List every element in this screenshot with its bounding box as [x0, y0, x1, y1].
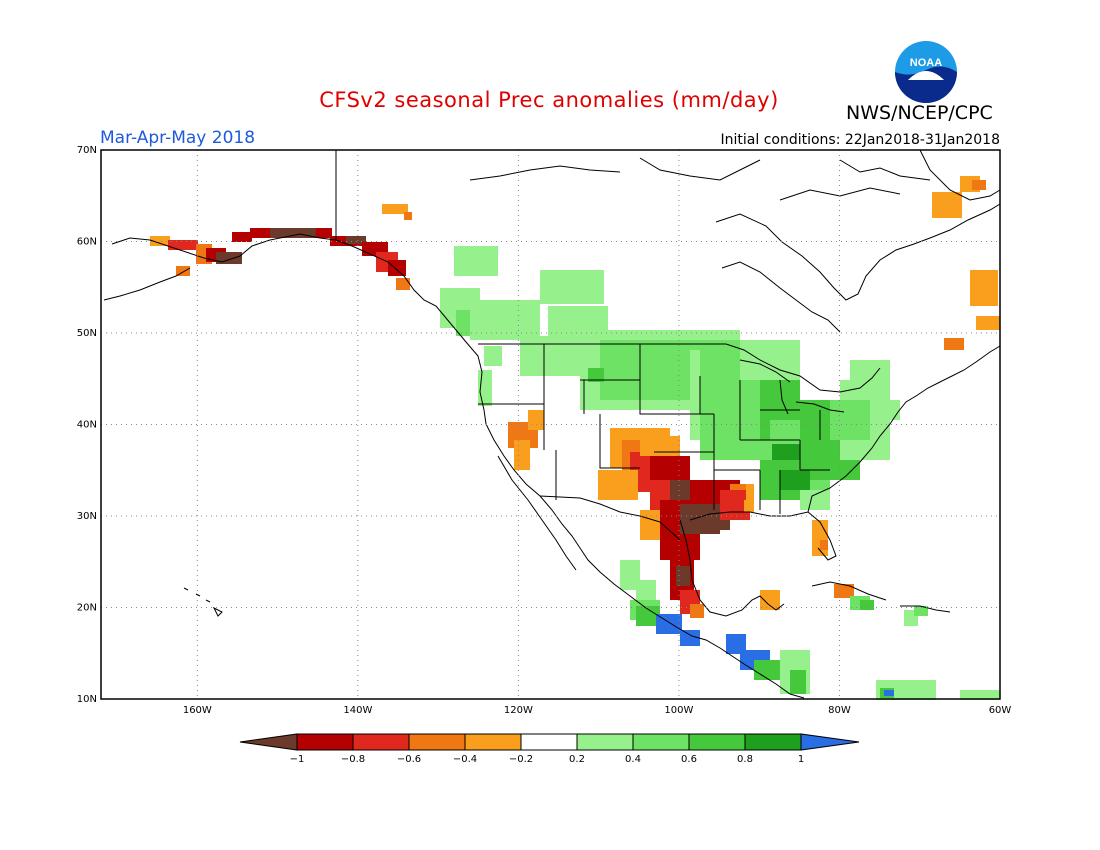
anomaly-cell [396, 278, 410, 290]
anomaly-cell [680, 630, 700, 646]
anomaly-cell [690, 604, 704, 618]
anomaly-cell [860, 600, 874, 610]
lat-label: 10N [77, 694, 97, 705]
colorbar-tick-label: −0.8 [341, 754, 365, 765]
anomaly-cell [346, 236, 366, 244]
colorbar-tick-label: −1 [290, 754, 305, 765]
logo-text: NOAA [910, 57, 942, 69]
colorbar-segment [800, 733, 860, 751]
colorbar-tick-label: 0.8 [737, 754, 753, 765]
colorbar-tick-label: −0.4 [453, 754, 477, 765]
anomaly-cell [780, 470, 810, 490]
anomaly-cell [640, 436, 680, 456]
colorbar-segment [520, 733, 578, 751]
lon-label: 60W [989, 705, 1012, 716]
anomaly-cell [620, 560, 640, 590]
anomaly-cell [820, 540, 828, 550]
map-title: CFSv2 seasonal Prec anomalies (mm/day) [319, 88, 779, 112]
anomaly-cell [830, 400, 870, 440]
anomaly-cell [540, 270, 604, 304]
lon-label: 140W [343, 705, 372, 716]
season-label: Mar-Apr-May 2018 [100, 128, 256, 148]
anomaly-cell [800, 490, 830, 510]
lat-label: 60N [77, 237, 97, 248]
anomaly-cell [150, 236, 170, 246]
anomaly-cell [850, 360, 890, 390]
colorbar-segment [352, 733, 410, 751]
anomaly-cell [970, 270, 998, 306]
colorbar-tick-label: −0.6 [397, 754, 421, 765]
anomaly-cell [216, 252, 242, 264]
anomaly-cell [834, 584, 854, 598]
anomaly-cell [598, 470, 638, 500]
political-borders [335, 150, 881, 541]
lat-label: 70N [77, 145, 97, 156]
initial-conditions-label: Initial conditions: 22Jan2018-31Jan2018 [720, 132, 1000, 148]
lat-label: 30N [77, 511, 97, 522]
colorbar-tick-label: 0.4 [625, 754, 641, 765]
anomaly-cell [960, 690, 1000, 700]
anomaly-cell [656, 614, 682, 634]
coastlines [103, 149, 1001, 699]
anomaly-cell [520, 336, 580, 376]
anomaly-cell [976, 316, 1000, 330]
colorbar-segment [296, 733, 354, 751]
anomaly-cell [884, 690, 894, 696]
anomaly-cell [454, 246, 498, 276]
colorbar-tick-label: 1 [798, 754, 804, 765]
anomaly-cell [972, 180, 986, 190]
colorbar-segment [744, 733, 802, 751]
anomaly-cell [790, 670, 806, 694]
anomaly-cell [382, 204, 408, 214]
anomaly-cell [484, 346, 502, 366]
map-frame [100, 149, 1001, 700]
agency-label: NWS/NCEP/CPC [846, 102, 993, 124]
axis-labels: 70N 60N 50N 40N 30N 20N 10N 160W 140W 120W 100W 80W… [77, 145, 1012, 716]
anomaly-cell [726, 634, 746, 654]
lat-label: 50N [77, 328, 97, 339]
anomaly-cell [636, 606, 660, 626]
anomaly-cell [270, 228, 320, 238]
anomaly-cell [680, 504, 720, 534]
anomaly-cell [232, 232, 252, 242]
colorbar-segment [632, 733, 690, 751]
anomaly-cell [588, 368, 604, 382]
anomaly-cell [944, 338, 964, 350]
colorbar-tick-label: 0.2 [569, 754, 585, 765]
lon-label: 120W [504, 705, 533, 716]
colorbar-segment [408, 733, 466, 751]
anomaly-cell [388, 260, 406, 276]
anomaly-cell [746, 484, 754, 504]
anomaly-cell [676, 566, 690, 586]
lon-label: 100W [664, 705, 693, 716]
anomaly-cell [168, 240, 198, 250]
anomaly-cell [404, 212, 412, 220]
lon-label: 80W [828, 705, 851, 716]
colorbar-segment [464, 733, 522, 751]
lon-label: 160W [183, 705, 212, 716]
lat-label: 40N [77, 420, 97, 431]
colorbar-tick-label: 0.6 [681, 754, 697, 765]
colorbar-segment [239, 733, 298, 751]
colorbar-segment [576, 733, 634, 751]
colorbar-segment [688, 733, 746, 751]
lat-label: 20N [77, 603, 97, 614]
anomaly-cell [870, 400, 900, 420]
anomaly-cell [744, 500, 754, 512]
anomaly-cell [316, 228, 332, 238]
noaa-logo-icon: NOAA [895, 41, 957, 103]
anomaly-cell [514, 440, 530, 470]
anomaly-cell [636, 580, 656, 600]
anomaly-cell [932, 192, 962, 218]
anomaly-cell [176, 266, 190, 276]
colorbar-tick-label: −0.2 [509, 754, 533, 765]
anomaly-cell [760, 590, 780, 610]
anomaly-cell [914, 606, 928, 616]
